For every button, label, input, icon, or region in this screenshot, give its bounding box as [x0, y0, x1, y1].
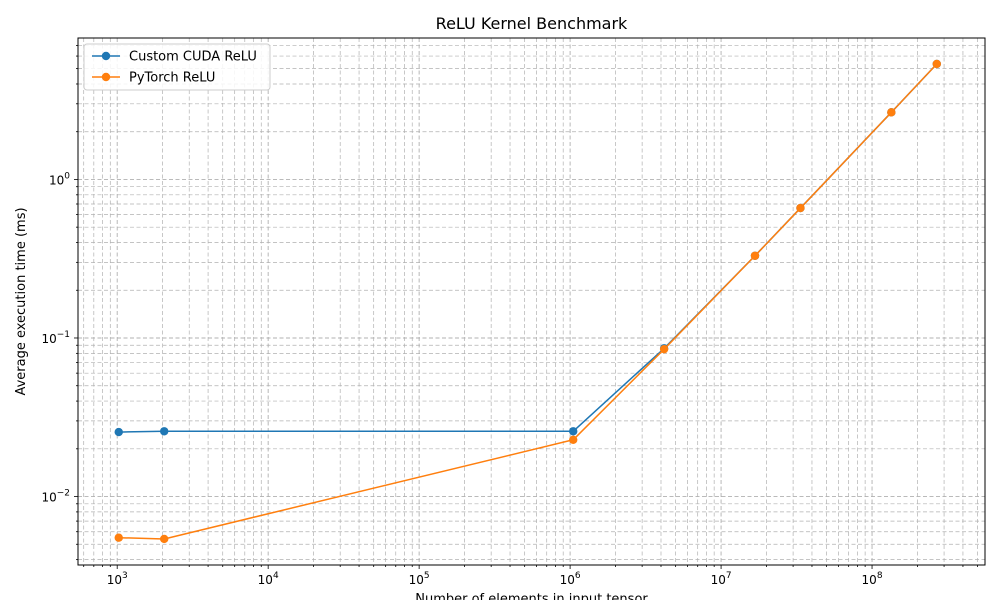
grid [78, 38, 985, 565]
x-axis-title: Number of elements in input tensor [415, 592, 648, 600]
legend-marker [101, 72, 111, 82]
y-tick-label: 100 [49, 171, 70, 187]
legend-box [83, 43, 271, 91]
legend-item: Custom CUDA ReLU [92, 50, 257, 65]
plot-frame [77, 37, 986, 566]
series-layer [114, 59, 941, 544]
data-point [569, 427, 578, 436]
legend-label: Custom CUDA ReLU [129, 50, 257, 65]
data-point [569, 435, 578, 444]
series-1 [114, 59, 941, 437]
data-point [887, 108, 896, 117]
series-2 [114, 59, 941, 544]
x-tick-label: 107 [711, 571, 732, 587]
legend: Custom CUDA ReLU PyTorch ReLU [83, 43, 271, 91]
legend-item: PyTorch ReLU [92, 71, 215, 86]
data-point [114, 533, 123, 542]
y-axis-title: Average execution time (ms) [14, 207, 29, 395]
legend-marker [101, 51, 111, 61]
x-tick-label: 106 [560, 571, 581, 587]
data-point [159, 534, 169, 544]
x-tick-label: 108 [862, 571, 883, 587]
y-tick-label: 10−2 [41, 489, 70, 505]
data-point [159, 427, 169, 436]
legend-label: PyTorch ReLU [129, 71, 215, 86]
series-line [118, 63, 938, 540]
chart-title: ReLU Kernel Benchmark [436, 14, 628, 33]
axes: 103 104 105 106 107 108 10−2 10−1 100 [41, 45, 978, 587]
data-point [750, 251, 760, 260]
data-point [932, 59, 941, 69]
data-point [796, 203, 805, 213]
x-tick-label: 105 [409, 571, 430, 587]
series-line [118, 63, 938, 433]
y-tick-label: 10−1 [41, 330, 70, 346]
data-point [114, 427, 123, 437]
x-tick-label: 104 [258, 571, 279, 587]
data-point [659, 344, 669, 354]
x-tick-label: 103 [107, 571, 128, 587]
